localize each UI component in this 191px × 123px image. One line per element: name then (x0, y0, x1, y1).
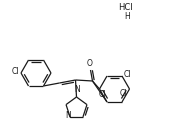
Text: H: H (124, 12, 130, 21)
Text: HCl: HCl (118, 3, 133, 12)
Text: N: N (74, 85, 80, 94)
Text: Cl: Cl (12, 68, 19, 77)
Text: Cl: Cl (124, 70, 131, 79)
Text: N: N (65, 111, 71, 120)
Text: Cl: Cl (120, 89, 128, 98)
Text: Cl: Cl (99, 90, 107, 99)
Text: O: O (87, 59, 93, 68)
